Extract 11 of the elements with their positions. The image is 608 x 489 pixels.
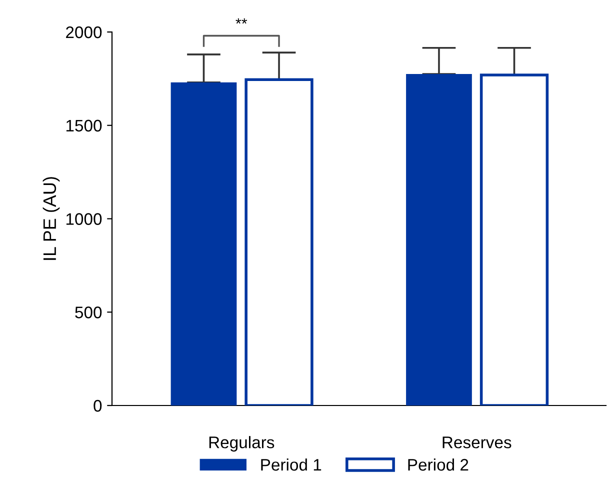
y-tick-label: 500 xyxy=(75,306,102,318)
y-axis-title: IL PE (AU) xyxy=(42,177,60,260)
y-tick-label: 0 xyxy=(94,400,102,412)
x-tick-label: Regulars xyxy=(209,436,274,452)
text: ** xyxy=(236,18,248,24)
legend-label: Period 2 xyxy=(408,458,468,471)
y-tick-label: 1500 xyxy=(66,120,102,132)
legend-label: Period 1 xyxy=(261,458,322,471)
x-tick-label: Reserves xyxy=(442,436,512,448)
y-tick-label: 1000 xyxy=(66,213,102,225)
y-tick-label: 2000 xyxy=(66,26,102,38)
